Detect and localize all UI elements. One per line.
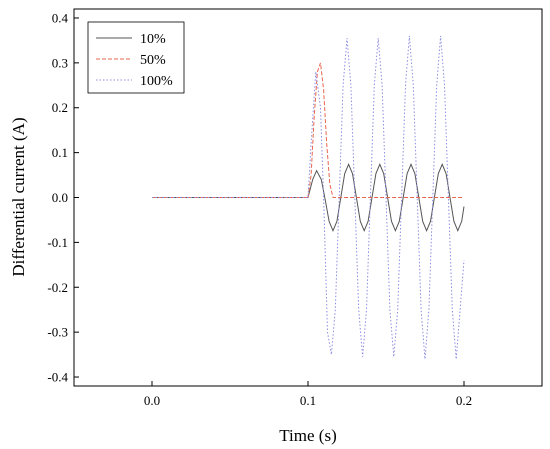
- series-layer: [152, 35, 465, 360]
- y-tick-label: 0.0: [52, 190, 68, 205]
- y-tick-label: -0.4: [47, 370, 68, 385]
- y-tick-label: 0.4: [52, 10, 69, 25]
- y-tick-label: 0.2: [52, 100, 68, 115]
- y-tick-label: -0.2: [47, 280, 68, 295]
- y-tick-label: 0.1: [52, 145, 68, 160]
- x-tick-label: 0.2: [456, 393, 472, 408]
- x-tick-label: 0.0: [144, 393, 160, 408]
- y-tick-label: -0.1: [47, 235, 68, 250]
- legend-label: 100%: [140, 74, 173, 89]
- series-line-1: [152, 62, 464, 198]
- y-tick-label: -0.3: [47, 325, 68, 340]
- legend: 10% 50% 100%: [87, 21, 185, 94]
- legend-label: 10%: [140, 32, 166, 47]
- legend-label: 50%: [140, 53, 166, 68]
- y-axis-label: Differential current (A): [9, 117, 28, 276]
- ticks: 0.0 0.1 0.2 -0.4 -0.3 -0.2 -0.1 0.0 0.1 0.2 0.3 0.4: [47, 10, 472, 408]
- x-axis-label: Time (s): [279, 426, 336, 445]
- legend-box: [87, 21, 185, 94]
- x-tick-label: 0.1: [300, 393, 316, 408]
- series-line-0: [152, 162, 465, 233]
- y-tick-label: 0.3: [52, 55, 68, 70]
